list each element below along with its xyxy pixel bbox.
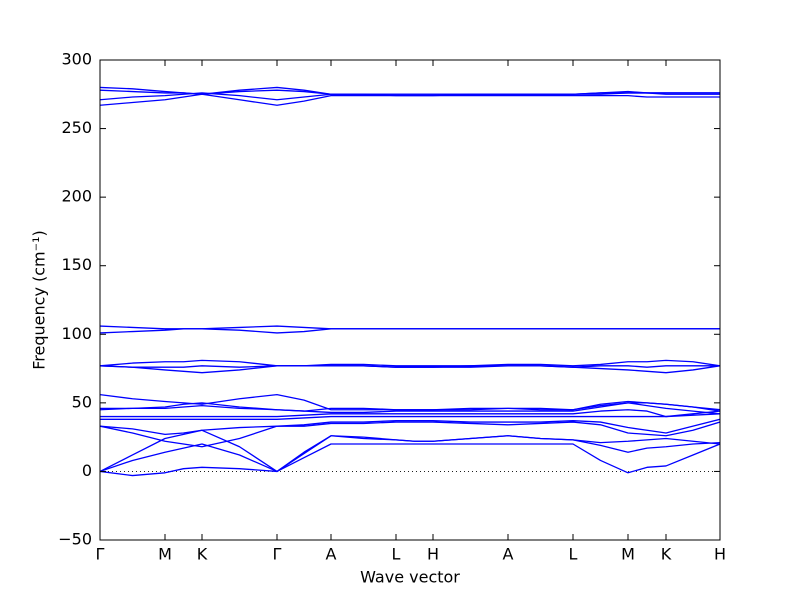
x-tick-label: Γ	[96, 545, 105, 564]
band-line	[100, 413, 720, 420]
y-tick-label: −50	[58, 530, 92, 549]
x-tick-label: M	[158, 545, 172, 564]
y-tick-label: 200	[61, 187, 92, 206]
band-line	[100, 418, 720, 436]
axes-frame	[99, 59, 721, 541]
y-tick-label: 100	[61, 324, 92, 343]
x-tick-label: A	[326, 545, 337, 564]
y-tick-label: 0	[82, 461, 92, 480]
x-tick-label: Γ	[273, 545, 282, 564]
band-line	[100, 86, 720, 95]
band-line	[100, 328, 720, 334]
x-tick-label: K	[197, 545, 208, 564]
y-tick-label: 300	[61, 50, 92, 69]
band-line	[100, 409, 720, 418]
band-line	[100, 402, 720, 415]
band-line	[100, 421, 720, 448]
y-tick-label: 150	[61, 255, 92, 274]
x-tick-label: A	[503, 545, 514, 564]
y-tick-label: 50	[72, 392, 92, 411]
band-line	[100, 365, 720, 368]
x-tick-label: K	[661, 545, 672, 564]
y-tick-label: 250	[61, 118, 92, 137]
x-tick-label: H	[714, 545, 726, 564]
x-tick-label: H	[427, 545, 439, 564]
x-tick-label: L	[392, 545, 401, 564]
x-tick-label: L	[569, 545, 578, 564]
band-line	[100, 402, 720, 412]
band-line	[100, 443, 720, 477]
band-line	[100, 359, 720, 367]
x-axis-label: Wave vector	[360, 568, 460, 587]
y-axis-label: Frequency (cm⁻¹)	[30, 230, 49, 369]
plot-area	[100, 86, 720, 477]
x-tick-label: M	[621, 545, 635, 564]
